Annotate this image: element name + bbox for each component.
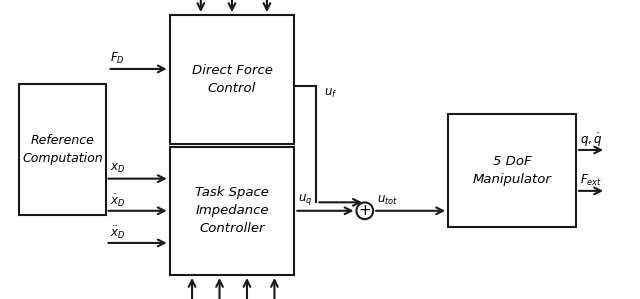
Text: Reference
Computation: Reference Computation (22, 134, 102, 165)
FancyBboxPatch shape (170, 15, 294, 144)
Text: Direct Force
Control: Direct Force Control (191, 64, 273, 95)
Text: 5 DoF
Manipulator: 5 DoF Manipulator (472, 155, 552, 186)
Text: $F_{ext}$: $F_{ext}$ (580, 173, 602, 188)
Text: Task Space
Impedance
Controller: Task Space Impedance Controller (195, 186, 269, 235)
FancyBboxPatch shape (19, 84, 106, 215)
FancyBboxPatch shape (448, 114, 576, 227)
Text: $\dot{x}_D$: $\dot{x}_D$ (109, 193, 125, 209)
FancyBboxPatch shape (170, 147, 294, 275)
Text: $\ddot{x}_D$: $\ddot{x}_D$ (109, 225, 125, 241)
Text: $F_D$: $F_D$ (109, 51, 124, 66)
Text: $q, \dot{q}$: $q, \dot{q}$ (580, 131, 602, 149)
Text: $u_{tot}$: $u_{tot}$ (377, 194, 398, 207)
Text: $x_D$: $x_D$ (109, 162, 125, 175)
Text: $+$: $+$ (358, 203, 371, 218)
Text: $u_f$: $u_f$ (324, 87, 338, 100)
Text: $u_q$: $u_q$ (298, 192, 313, 207)
